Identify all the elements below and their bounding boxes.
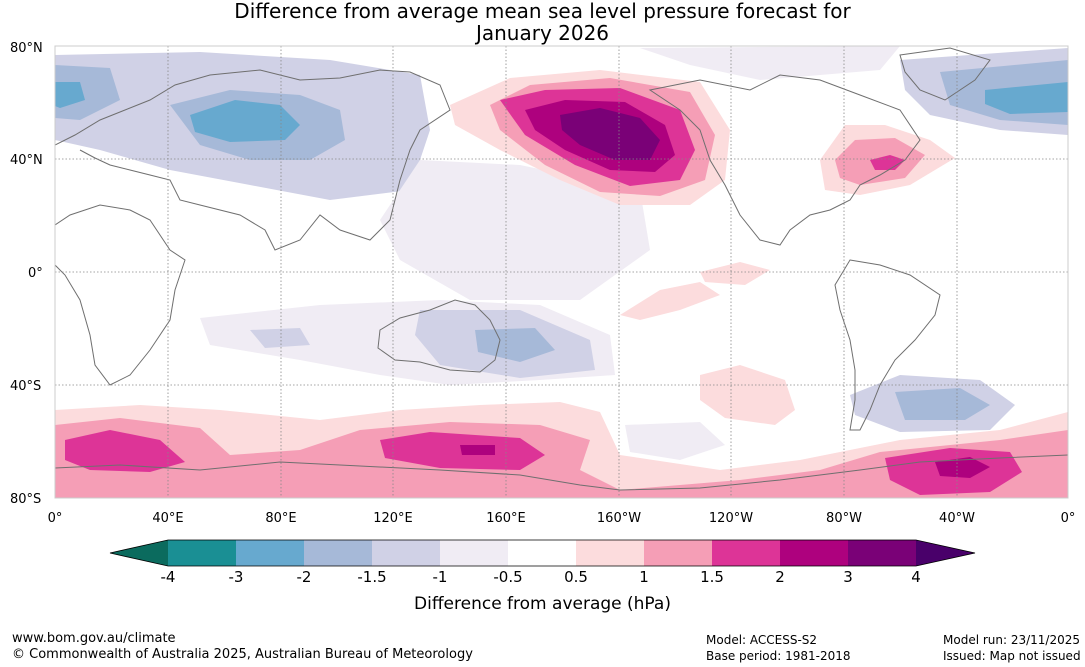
colorbar-swatch-8: [644, 540, 712, 566]
colorbar-tick-label: -1: [432, 568, 448, 586]
colorbar-swatch-7: [576, 540, 644, 566]
coastline-north-america: [648, 74, 921, 246]
colorbar-tick-label: -3: [228, 568, 244, 586]
coastlines: [55, 47, 1068, 491]
copyright-text: © Commonwealth of Australia 2025, Austra…: [12, 647, 473, 662]
colorbar-swatch-1: [168, 540, 236, 566]
lon-label-160e: 160°E: [486, 511, 526, 526]
lat-label-equator: 0°: [28, 266, 43, 281]
anomaly-low-indian-core: [250, 328, 310, 348]
anomaly-shading: [55, 46, 1068, 498]
model-run-date: Model run: 23/11/2025: [943, 633, 1081, 647]
colorbar-tick-label: -2: [296, 568, 312, 586]
colorbar-swatch-9: [712, 540, 780, 566]
lon-label-0-left: 0°: [48, 511, 63, 526]
anomaly-high-southern-ocean-2a: [65, 430, 185, 472]
website-link[interactable]: www.bom.gov.au/climate: [12, 631, 176, 646]
lat-label-80s: 80°S: [10, 492, 41, 507]
graticule: [55, 46, 1068, 498]
lon-label-0-right: 0°: [1061, 511, 1076, 526]
colorbar-title: Difference from average (hPa): [414, 594, 671, 614]
lon-label-120e: 120°E: [373, 511, 413, 526]
colorbar-tick-label: -0.5: [493, 568, 523, 586]
anomaly-low-atlantic-core: [985, 82, 1068, 114]
longitude-labels: 0° 40°E 80°E 120°E 160°E 160°W 120°W 80°…: [48, 511, 1076, 526]
colorbar-tick-label: -4: [160, 568, 176, 586]
colorbar-outline: [109, 539, 976, 567]
map-title-line-1: Difference from average mean sea level p…: [234, 0, 851, 23]
model-name: Model: ACCESS-S2: [706, 633, 818, 647]
anomaly-low-siberia-center: [190, 100, 300, 142]
anomaly-high-southern-ocean-3a: [460, 445, 495, 455]
coastline-south-america: [834, 259, 941, 431]
colorbar-swatch-11: [848, 540, 916, 566]
colorbar-tick-label: 1: [639, 568, 649, 586]
anomaly-low-australia-core: [475, 328, 555, 362]
colorbar-over-arrow: [916, 540, 975, 566]
colorbar-swatch-5: [440, 540, 508, 566]
coastline-australia: [377, 299, 501, 373]
anomaly-high-equatorial: [700, 262, 770, 285]
lon-label-80w: 80°W: [826, 511, 862, 526]
anomaly-high-south-east-pacific: [700, 365, 795, 425]
colorbar-swatch-2: [236, 540, 304, 566]
anomaly-weak-pacific-band: [380, 160, 650, 300]
anomaly-weak-south-pacific: [625, 422, 725, 460]
anomaly-high-pacific-4: [560, 108, 660, 160]
coastline-europe-asia: [55, 69, 451, 251]
map-title-line-2: January 2026: [475, 21, 610, 45]
colorbar-under-arrow: [110, 540, 168, 566]
anomaly-low-south-atlantic-core: [895, 388, 990, 420]
colorbar-tick-label: 4: [911, 568, 921, 586]
colorbar-swatch-4: [372, 540, 440, 566]
colorbar-tick-label: 0.5: [564, 568, 588, 586]
lon-label-160w: 160°W: [597, 511, 641, 526]
latitude-labels: 80°N 40°N 0° 40°S 80°S: [10, 41, 43, 507]
lon-label-120w: 120°W: [709, 511, 753, 526]
lon-label-40e: 40°E: [152, 511, 183, 526]
lon-label-80e: 80°E: [265, 511, 296, 526]
colorbar-swatch-6: [508, 540, 576, 566]
colorbar-tick-label: 3: [843, 568, 853, 586]
colorbar-tick-label: 2: [775, 568, 785, 586]
base-period: Base period: 1981-2018: [706, 649, 851, 663]
colorbar-tick-label: 1.5: [700, 568, 724, 586]
anomaly-high-southern-ocean-1: [55, 418, 1068, 498]
lon-label-40w: 40°W: [939, 511, 975, 526]
colorbar: [109, 539, 976, 567]
anomaly-high-east-pacific: [620, 282, 720, 320]
coastline-africa: [55, 204, 186, 386]
colorbar-tick-label: -1.5: [357, 568, 387, 586]
anomaly-high-southern-ocean-3b: [935, 457, 990, 478]
coastline-antarctica: [55, 454, 1068, 491]
colorbar-swatch-3: [304, 540, 372, 566]
colorbar-swatch-10: [780, 540, 848, 566]
anomaly-weak-arctic: [640, 46, 900, 80]
anomaly-low-europe-core: [55, 82, 85, 108]
lat-label-80n: 80°N: [10, 41, 43, 56]
lat-label-40s: 40°S: [10, 379, 41, 394]
issued-status: Issued: Map not issued: [943, 649, 1081, 663]
map-frame: [54, 45, 1069, 499]
lat-label-40n: 40°N: [10, 153, 43, 168]
anomaly-low-europe: [55, 65, 120, 120]
